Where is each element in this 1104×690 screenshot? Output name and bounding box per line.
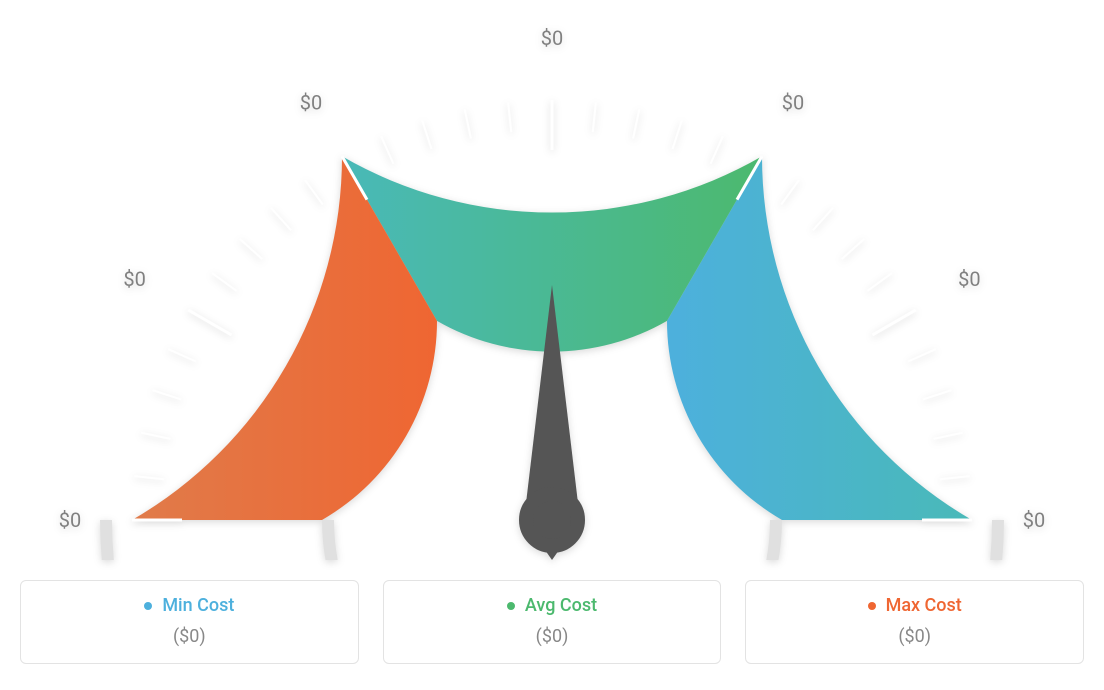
legend-avg-value: ($0) (384, 626, 721, 647)
legend-max-dot (868, 602, 876, 610)
legend-min-dot (144, 602, 152, 610)
svg-text:$0: $0 (59, 508, 81, 532)
svg-text:$0: $0 (782, 91, 804, 115)
legend-min-label: Min Cost (21, 595, 358, 616)
svg-text:$0: $0 (300, 91, 322, 115)
svg-text:$0: $0 (1023, 508, 1045, 532)
svg-text:$0: $0 (541, 26, 563, 50)
legend-avg-dot (507, 602, 515, 610)
gauge-chart: $0 $0 $0 $0 $0 $0 $0 (20, 20, 1084, 560)
legend-avg-label: Avg Cost (384, 595, 721, 616)
svg-text:$0: $0 (958, 267, 980, 291)
legend-max: Max Cost ($0) (745, 580, 1084, 664)
legend-avg-text: Avg Cost (525, 595, 597, 616)
legend-min-value: ($0) (21, 626, 358, 647)
legend-max-value: ($0) (746, 626, 1083, 647)
legend-min: Min Cost ($0) (20, 580, 359, 664)
svg-text:$0: $0 (123, 267, 145, 291)
legend-max-label: Max Cost (746, 595, 1083, 616)
gauge-svg: $0 $0 $0 $0 $0 $0 $0 (20, 20, 1084, 560)
legend-avg: Avg Cost ($0) (383, 580, 722, 664)
legend-min-text: Min Cost (162, 595, 234, 616)
legend-row: Min Cost ($0) Avg Cost ($0) Max Cost ($0… (20, 580, 1084, 664)
legend-max-text: Max Cost (886, 595, 962, 616)
